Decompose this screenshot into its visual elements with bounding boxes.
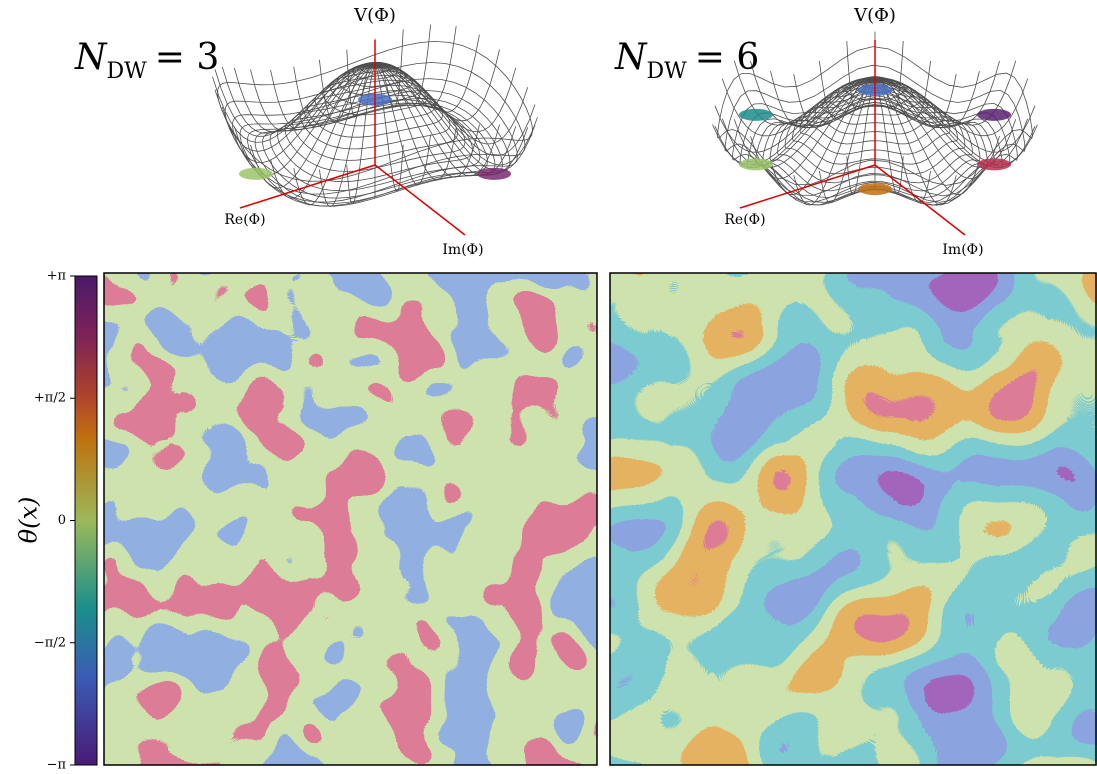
meridian <box>374 64 457 181</box>
meridian <box>270 63 376 131</box>
meridian <box>874 79 904 195</box>
meridian <box>374 64 529 145</box>
relation: = 3 <box>155 37 220 78</box>
tick-label: +π <box>47 269 67 284</box>
axis-label: Im(Φ) <box>442 242 483 258</box>
vacuum <box>238 167 273 180</box>
map-frame <box>103 272 598 766</box>
meridian <box>770 71 876 128</box>
meridian <box>221 64 376 163</box>
meridian <box>346 64 376 205</box>
ring <box>732 79 1018 203</box>
meridian <box>293 62 376 128</box>
meridian <box>793 79 876 206</box>
domain-map <box>104 273 597 765</box>
tick-label: −π <box>47 758 67 773</box>
map-frame <box>609 272 1097 766</box>
panel-title: NDW = 3 <box>74 37 219 84</box>
meridian <box>874 78 1029 137</box>
meridian <box>770 79 876 196</box>
meridian <box>374 64 536 157</box>
subscript: DW <box>107 59 148 84</box>
panel-header: NDW = 3 V(Φ) Re(Φ) Im(Φ) <box>74 5 538 258</box>
meridian <box>846 79 876 195</box>
meridian <box>819 60 876 121</box>
vacuum <box>977 108 1012 121</box>
vacuum <box>477 167 512 180</box>
subscript: DW <box>647 59 688 84</box>
axis-label: V(Φ) <box>353 5 396 26</box>
axis <box>239 164 376 209</box>
meridian <box>875 79 1036 153</box>
symbol: N <box>614 37 648 78</box>
axis <box>874 164 966 236</box>
axis <box>374 164 466 236</box>
tick-label: 0 <box>58 513 66 528</box>
tick-label: −π/2 <box>34 635 66 650</box>
meridian <box>250 63 376 132</box>
meridian <box>712 79 876 166</box>
symbol: N <box>74 37 108 78</box>
vacuum <box>858 183 892 196</box>
meridian <box>293 64 376 206</box>
wireframe <box>212 24 538 208</box>
axis <box>739 164 876 209</box>
colorbar-ticks: +π +π/2 0 −π/2 −π <box>34 269 75 773</box>
meridian <box>319 64 376 208</box>
vacuum <box>977 158 1012 171</box>
meridian <box>846 41 876 111</box>
axis-label: Im(Φ) <box>942 242 983 258</box>
meridian <box>793 73 876 128</box>
relation: = 6 <box>695 37 760 78</box>
axis-label: V(Φ) <box>853 5 896 26</box>
colorbar <box>74 275 98 766</box>
vacuum <box>738 158 773 171</box>
colorbar-label: θ(x) <box>15 497 43 544</box>
panel-title: NDW = 6 <box>614 37 759 84</box>
meridian <box>874 79 957 206</box>
panel-headers: NDW = 3V(Φ)Re(Φ)Im(Φ)NDW = 6V(Φ)Re(Φ)Im(Φ) <box>74 5 1038 258</box>
panel-header: NDW = 6 V(Φ) Re(Φ) Im(Φ) <box>614 5 1038 258</box>
meridian <box>270 64 376 199</box>
tick-label: +π/2 <box>34 391 66 406</box>
ring <box>717 46 1033 186</box>
meridian <box>874 79 1038 166</box>
vacuum <box>738 108 773 121</box>
meridian <box>319 59 376 123</box>
domain-map <box>610 273 1097 765</box>
meridian <box>819 79 876 204</box>
meridian <box>250 64 376 189</box>
meridian <box>374 64 480 178</box>
meridian <box>374 64 538 166</box>
axis-label: Re(Φ) <box>224 212 265 228</box>
meridian <box>374 64 404 192</box>
axis-label: Re(Φ) <box>724 212 765 228</box>
meridian <box>874 79 980 196</box>
